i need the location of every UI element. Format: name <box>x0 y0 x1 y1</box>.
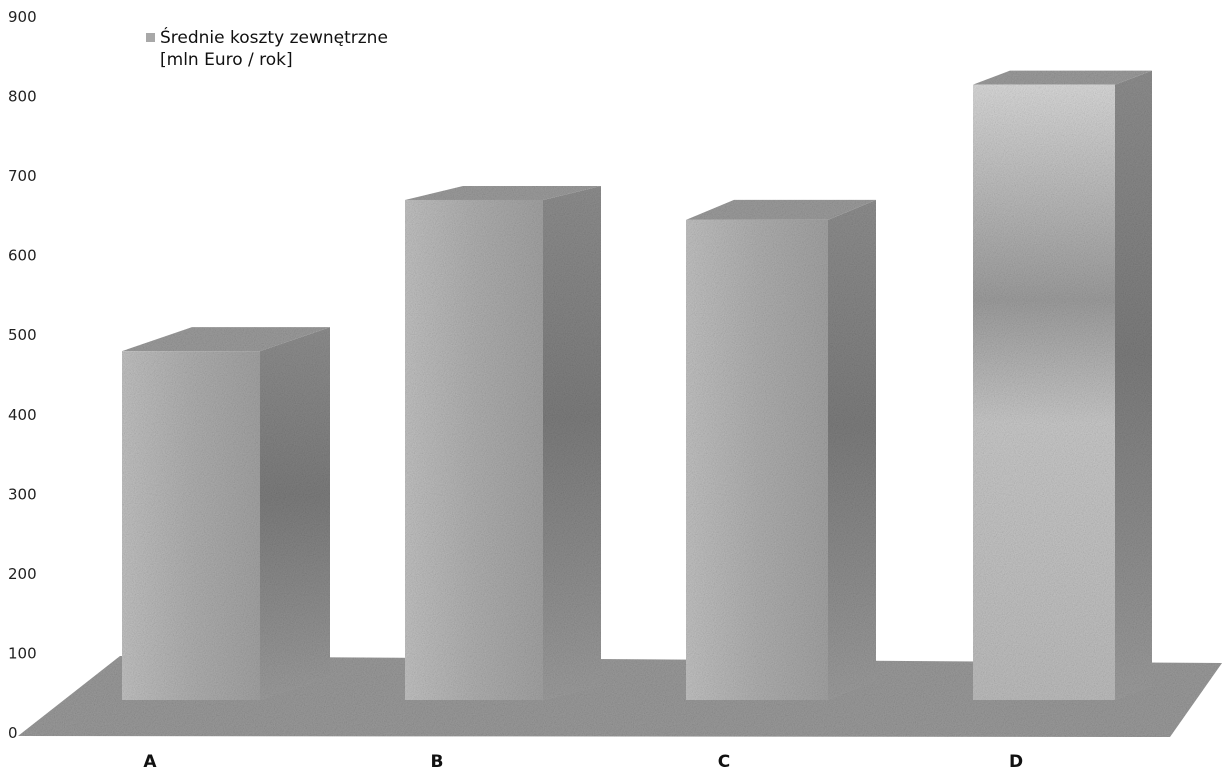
x-axis-categories: A B C D <box>143 752 1023 772</box>
bar-front-B <box>405 199 543 700</box>
legend-label-line2: [mln Euro / rok] <box>160 50 293 70</box>
y-tick-label: 300 <box>8 485 37 503</box>
x-category-label-D: D <box>1009 752 1023 772</box>
y-tick-label: 600 <box>8 247 37 265</box>
bar-top-B <box>405 185 601 200</box>
legend: Średnie koszty zewnętrzne [mln Euro / ro… <box>146 26 388 70</box>
bar-top-D <box>973 70 1152 85</box>
x-category-label-C: C <box>718 752 730 772</box>
legend-swatch <box>146 33 155 42</box>
legend-label-line1: Średnie koszty zewnętrzne <box>160 26 388 48</box>
bar-side-A <box>260 327 330 700</box>
y-tick-label: 400 <box>8 406 37 424</box>
bar-top-C <box>686 199 876 220</box>
bar-front-A <box>122 351 260 700</box>
bars <box>122 70 1152 701</box>
y-tick-label: 900 <box>8 8 37 26</box>
y-tick-label: 800 <box>8 88 37 106</box>
x-category-label-A: A <box>143 752 157 772</box>
bar-side-C <box>828 199 876 700</box>
y-axis-ticks: 0 100 200 300 400 500 600 700 800 900 <box>8 8 37 742</box>
y-tick-label: 700 <box>8 167 37 185</box>
y-tick-label: 0 <box>8 724 18 742</box>
x-category-label-B: B <box>431 752 444 772</box>
bar-front-D <box>973 84 1115 701</box>
bar-side-B <box>543 185 601 700</box>
bar-top-A <box>122 327 330 352</box>
y-tick-label: 200 <box>8 565 37 583</box>
y-tick-label: 500 <box>8 326 37 344</box>
bar-front-C <box>686 219 828 700</box>
y-tick-label: 100 <box>8 644 37 662</box>
bar-side-D <box>1115 70 1152 701</box>
